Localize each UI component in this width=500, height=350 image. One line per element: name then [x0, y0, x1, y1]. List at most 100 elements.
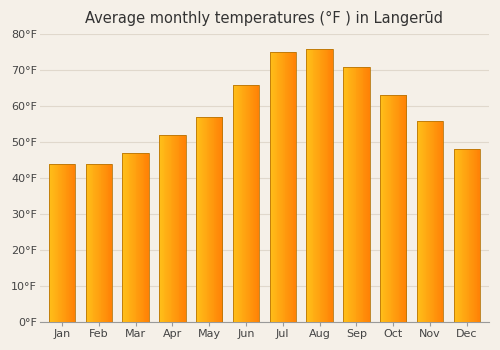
- Bar: [380, 96, 381, 322]
- Bar: [306, 49, 333, 322]
- Bar: [438, 120, 439, 322]
- Bar: [74, 164, 76, 322]
- Bar: [393, 96, 394, 322]
- Bar: [211, 117, 212, 322]
- Bar: [175, 135, 176, 322]
- Bar: [395, 96, 396, 322]
- Bar: [204, 117, 205, 322]
- Bar: [72, 164, 73, 322]
- Bar: [388, 96, 389, 322]
- Bar: [244, 85, 246, 322]
- Bar: [232, 85, 234, 322]
- Bar: [240, 85, 242, 322]
- Bar: [196, 117, 197, 322]
- Bar: [464, 149, 465, 322]
- Bar: [254, 85, 255, 322]
- Bar: [367, 66, 368, 322]
- Bar: [248, 85, 249, 322]
- Bar: [436, 120, 438, 322]
- Bar: [103, 164, 104, 322]
- Bar: [196, 117, 222, 322]
- Bar: [108, 164, 110, 322]
- Bar: [472, 149, 473, 322]
- Bar: [270, 52, 272, 322]
- Bar: [239, 85, 240, 322]
- Bar: [426, 120, 428, 322]
- Bar: [284, 52, 286, 322]
- Bar: [122, 153, 149, 322]
- Bar: [437, 120, 438, 322]
- Bar: [420, 120, 422, 322]
- Bar: [184, 135, 185, 322]
- Bar: [368, 66, 369, 322]
- Bar: [318, 49, 320, 322]
- Bar: [141, 153, 142, 322]
- Bar: [180, 135, 182, 322]
- Bar: [100, 164, 102, 322]
- Bar: [315, 49, 316, 322]
- Bar: [306, 49, 308, 322]
- Bar: [398, 96, 400, 322]
- Bar: [53, 164, 54, 322]
- Bar: [63, 164, 64, 322]
- Bar: [159, 135, 186, 322]
- Bar: [468, 149, 469, 322]
- Bar: [252, 85, 253, 322]
- Bar: [307, 49, 308, 322]
- Bar: [197, 117, 198, 322]
- Bar: [122, 153, 124, 322]
- Bar: [418, 120, 420, 322]
- Bar: [310, 49, 311, 322]
- Bar: [167, 135, 168, 322]
- Bar: [359, 66, 360, 322]
- Bar: [390, 96, 392, 322]
- Bar: [287, 52, 288, 322]
- Bar: [132, 153, 133, 322]
- Bar: [198, 117, 200, 322]
- Bar: [56, 164, 58, 322]
- Bar: [346, 66, 347, 322]
- Bar: [68, 164, 69, 322]
- Bar: [138, 153, 140, 322]
- Bar: [430, 120, 431, 322]
- Bar: [365, 66, 366, 322]
- Bar: [58, 164, 59, 322]
- Bar: [457, 149, 458, 322]
- Bar: [474, 149, 475, 322]
- Bar: [396, 96, 398, 322]
- Bar: [178, 135, 180, 322]
- Bar: [71, 164, 72, 322]
- Bar: [424, 120, 426, 322]
- Bar: [344, 66, 345, 322]
- Bar: [288, 52, 289, 322]
- Bar: [454, 149, 456, 322]
- Bar: [61, 164, 62, 322]
- Bar: [131, 153, 132, 322]
- Bar: [381, 96, 382, 322]
- Bar: [245, 85, 246, 322]
- Bar: [439, 120, 440, 322]
- Bar: [70, 164, 71, 322]
- Bar: [166, 135, 168, 322]
- Bar: [92, 164, 93, 322]
- Bar: [470, 149, 472, 322]
- Bar: [456, 149, 458, 322]
- Bar: [309, 49, 310, 322]
- Bar: [123, 153, 124, 322]
- Bar: [246, 85, 247, 322]
- Bar: [389, 96, 390, 322]
- Bar: [326, 49, 327, 322]
- Bar: [380, 96, 406, 322]
- Bar: [314, 49, 316, 322]
- Title: Average monthly temperatures (°F ) in Langerūd: Average monthly temperatures (°F ) in La…: [86, 11, 444, 26]
- Bar: [64, 164, 66, 322]
- Bar: [354, 66, 356, 322]
- Bar: [432, 120, 433, 322]
- Bar: [253, 85, 254, 322]
- Bar: [270, 52, 296, 322]
- Bar: [400, 96, 402, 322]
- Bar: [128, 153, 130, 322]
- Bar: [125, 153, 126, 322]
- Bar: [401, 96, 402, 322]
- Bar: [236, 85, 238, 322]
